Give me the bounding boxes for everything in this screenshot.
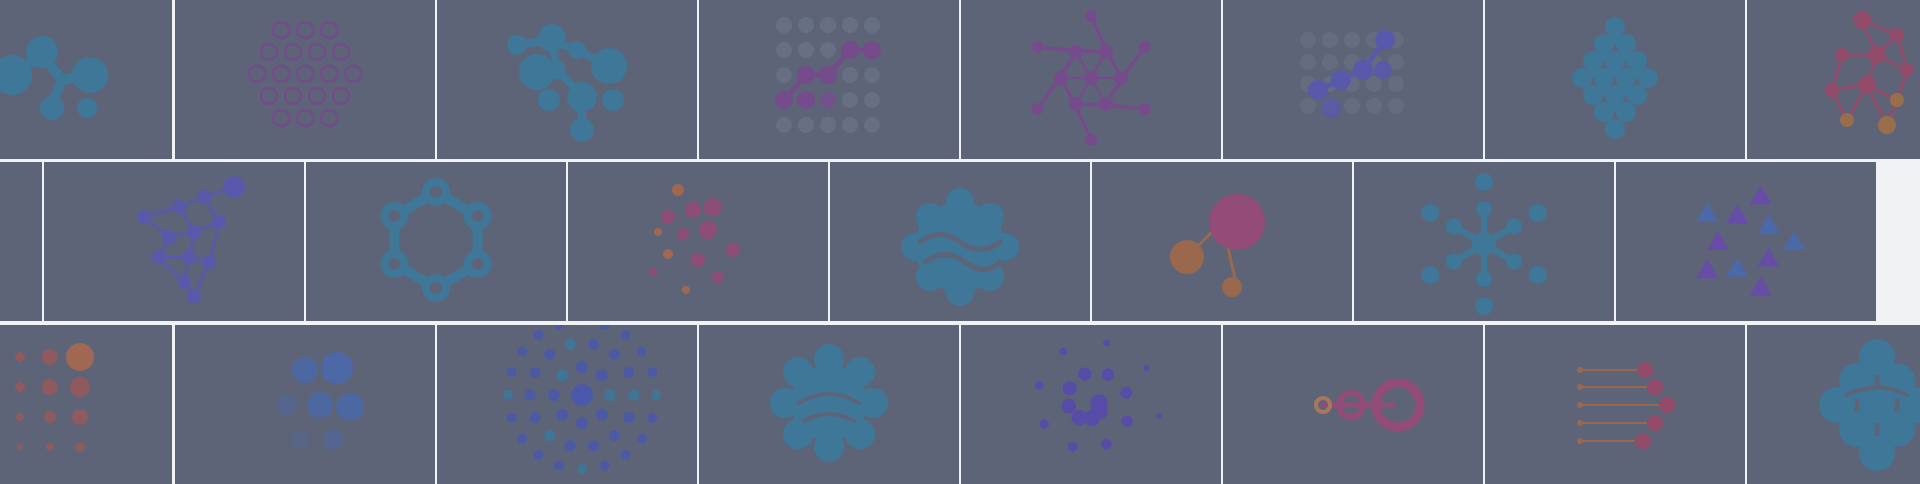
fading-dots-path-icon (1300, 30, 1404, 118)
spiral-dots-icon (1034, 339, 1162, 452)
gallery-row-2 (0, 162, 1920, 321)
wavy-diamond-logo (1485, 0, 1745, 159)
growing-rings-icon (1314, 378, 1425, 432)
dot-grid-zigzag-icon (775, 17, 881, 133)
gradient-mesh-icon (1825, 11, 1914, 134)
two-spheres-logo (1092, 162, 1352, 321)
triangle-mesh-icon (137, 176, 245, 304)
ring-cluster-logo (175, 0, 435, 159)
blurred-circles-icon (277, 352, 364, 450)
blob-cluster-logo (1747, 325, 1920, 484)
snowflake-nodes-icon (1421, 173, 1547, 315)
triangle-mesh-logo (44, 162, 304, 321)
blank-icon (0, 162, 42, 321)
dot-grid-zigzag-logo (699, 0, 959, 159)
concentric-dots-logo (437, 325, 697, 484)
scattered-dots-icon (649, 184, 740, 294)
concentric-dots-icon (503, 325, 661, 474)
speed-lines-dots-logo (1485, 325, 1745, 484)
star-mesh-logo (961, 0, 1221, 159)
fading-dots-path-logo (1223, 0, 1483, 159)
snowflake-nodes-logo (1354, 162, 1614, 321)
wavy-diamond-icon (1572, 17, 1658, 139)
hexagon-ring-logo (306, 162, 566, 321)
gallery-row-1 (0, 0, 1920, 159)
gallery-row-3 (0, 325, 1920, 484)
flower-blob-icon (770, 344, 888, 462)
network-nodes-logo (437, 0, 697, 159)
molecule-chain-icon (0, 36, 108, 120)
speed-lines-dots-icon (1577, 362, 1675, 449)
flower-blob-logo (699, 325, 959, 484)
triangle-star-logo (1616, 162, 1876, 321)
blob-cluster-icon (1819, 339, 1920, 471)
gradient-mesh-logo (1747, 0, 1920, 159)
wavy-blob-icon (901, 188, 1019, 306)
blurred-circles-logo (175, 325, 435, 484)
ring-cluster-icon (247, 20, 363, 128)
dot-gradient-grid-icon (15, 343, 94, 452)
edge-partial-logo (0, 162, 42, 321)
spiral-dots-logo (961, 325, 1221, 484)
hexagon-ring-icon (380, 178, 492, 302)
growing-rings-logo (1223, 325, 1483, 484)
two-spheres-icon (1170, 194, 1265, 297)
network-nodes-icon (507, 24, 627, 142)
scattered-dots-logo (568, 162, 828, 321)
wavy-blob-logo (830, 162, 1090, 321)
triangle-star-icon (1696, 185, 1805, 296)
dot-gradient-grid-logo (0, 325, 172, 484)
star-mesh-icon (1031, 10, 1151, 146)
molecule-chain-logo (0, 0, 172, 159)
